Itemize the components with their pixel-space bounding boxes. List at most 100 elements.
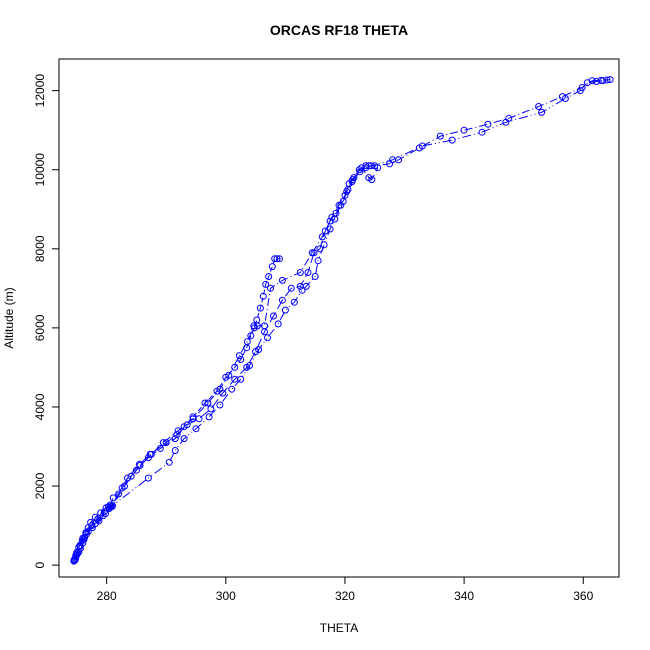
data-point [216,401,224,409]
data-point [275,255,283,263]
data-series [70,164,382,565]
data-point [502,118,510,126]
data-point [535,103,543,110]
data-series [71,76,614,563]
series-line [73,166,379,562]
data-point [576,87,584,95]
data-point [603,76,611,84]
data-point [71,556,79,564]
y-tick-label: 4000 [33,393,47,420]
data-point [207,405,215,413]
data-point [337,201,345,209]
data-point [201,399,209,407]
series-line [74,79,611,560]
data-point [253,322,261,330]
data-point [484,120,492,128]
data-point [561,95,569,102]
data-point [99,512,107,520]
data-point [205,413,213,421]
data-point [367,162,375,170]
data-point [91,520,99,528]
x-axis: 280 300 320 340 360 [97,576,594,603]
data-point [448,136,456,144]
data-point [320,241,328,249]
y-tick-label: 8000 [33,235,47,262]
x-tick-label: 320 [335,589,355,603]
data-point [348,178,356,186]
data-point [281,306,289,314]
data-point [256,304,264,312]
y-axis-label: Altitude (m) [2,287,16,348]
data-point [106,504,114,512]
y-tick-label: 12000 [33,74,47,108]
y-tick-label: 6000 [33,314,47,341]
data-point [331,215,339,223]
data-point [362,162,370,170]
data-point [204,399,212,407]
data-point [478,128,486,136]
data-point [274,320,282,328]
data-point [343,188,351,195]
data-point [165,458,173,466]
data-point [287,284,295,292]
data-point [236,352,243,360]
data-point [144,474,152,482]
data-point [311,273,319,280]
data-point [173,431,181,439]
data-point [195,415,203,423]
data-point [358,164,366,172]
data-point [84,528,92,535]
data-point [341,191,349,199]
data-point [255,346,263,354]
data-point [592,78,600,85]
data-point [302,282,310,290]
data-point [192,425,200,433]
data-point [180,435,188,443]
data-point [599,77,607,85]
data-point [107,503,115,511]
data-point [171,447,179,454]
data-point [271,255,279,263]
x-tick-label: 340 [454,589,474,603]
data-point [326,217,334,225]
data-point [304,269,312,276]
data-point [124,474,131,482]
data-point [243,338,251,346]
data-point [135,460,143,468]
data-point [262,280,270,288]
data-point [264,334,271,342]
data-point [253,316,261,324]
y-tick-label: 2000 [33,472,47,499]
series-line [74,79,608,561]
data-point [326,225,334,233]
data-point [418,142,426,150]
x-axis-label: THETA [320,621,358,635]
data-point [162,439,170,447]
data-point [228,385,236,393]
y-axis: 0 2000 4000 6000 8000 10000 12000 [33,74,60,568]
data-point [298,286,306,294]
data-point [290,298,298,306]
data-point [278,296,286,304]
data-point [80,535,88,543]
data-point [74,549,81,557]
data-point [109,494,117,502]
data-point [350,174,358,182]
data-point [538,108,546,116]
data-point [76,542,84,550]
data-point [115,490,123,498]
data-point [270,312,277,320]
data-point [219,389,227,397]
data-point [259,292,267,300]
data-point [237,375,245,383]
data-point [368,176,376,184]
data-point [267,284,274,292]
data-point [261,328,268,336]
data-point [268,263,276,271]
data-point [606,76,614,84]
x-tick-label: 360 [573,589,593,603]
data-point [189,413,197,421]
chart-title: ORCAS RF18 THETA [270,22,408,38]
data-point [250,322,258,330]
